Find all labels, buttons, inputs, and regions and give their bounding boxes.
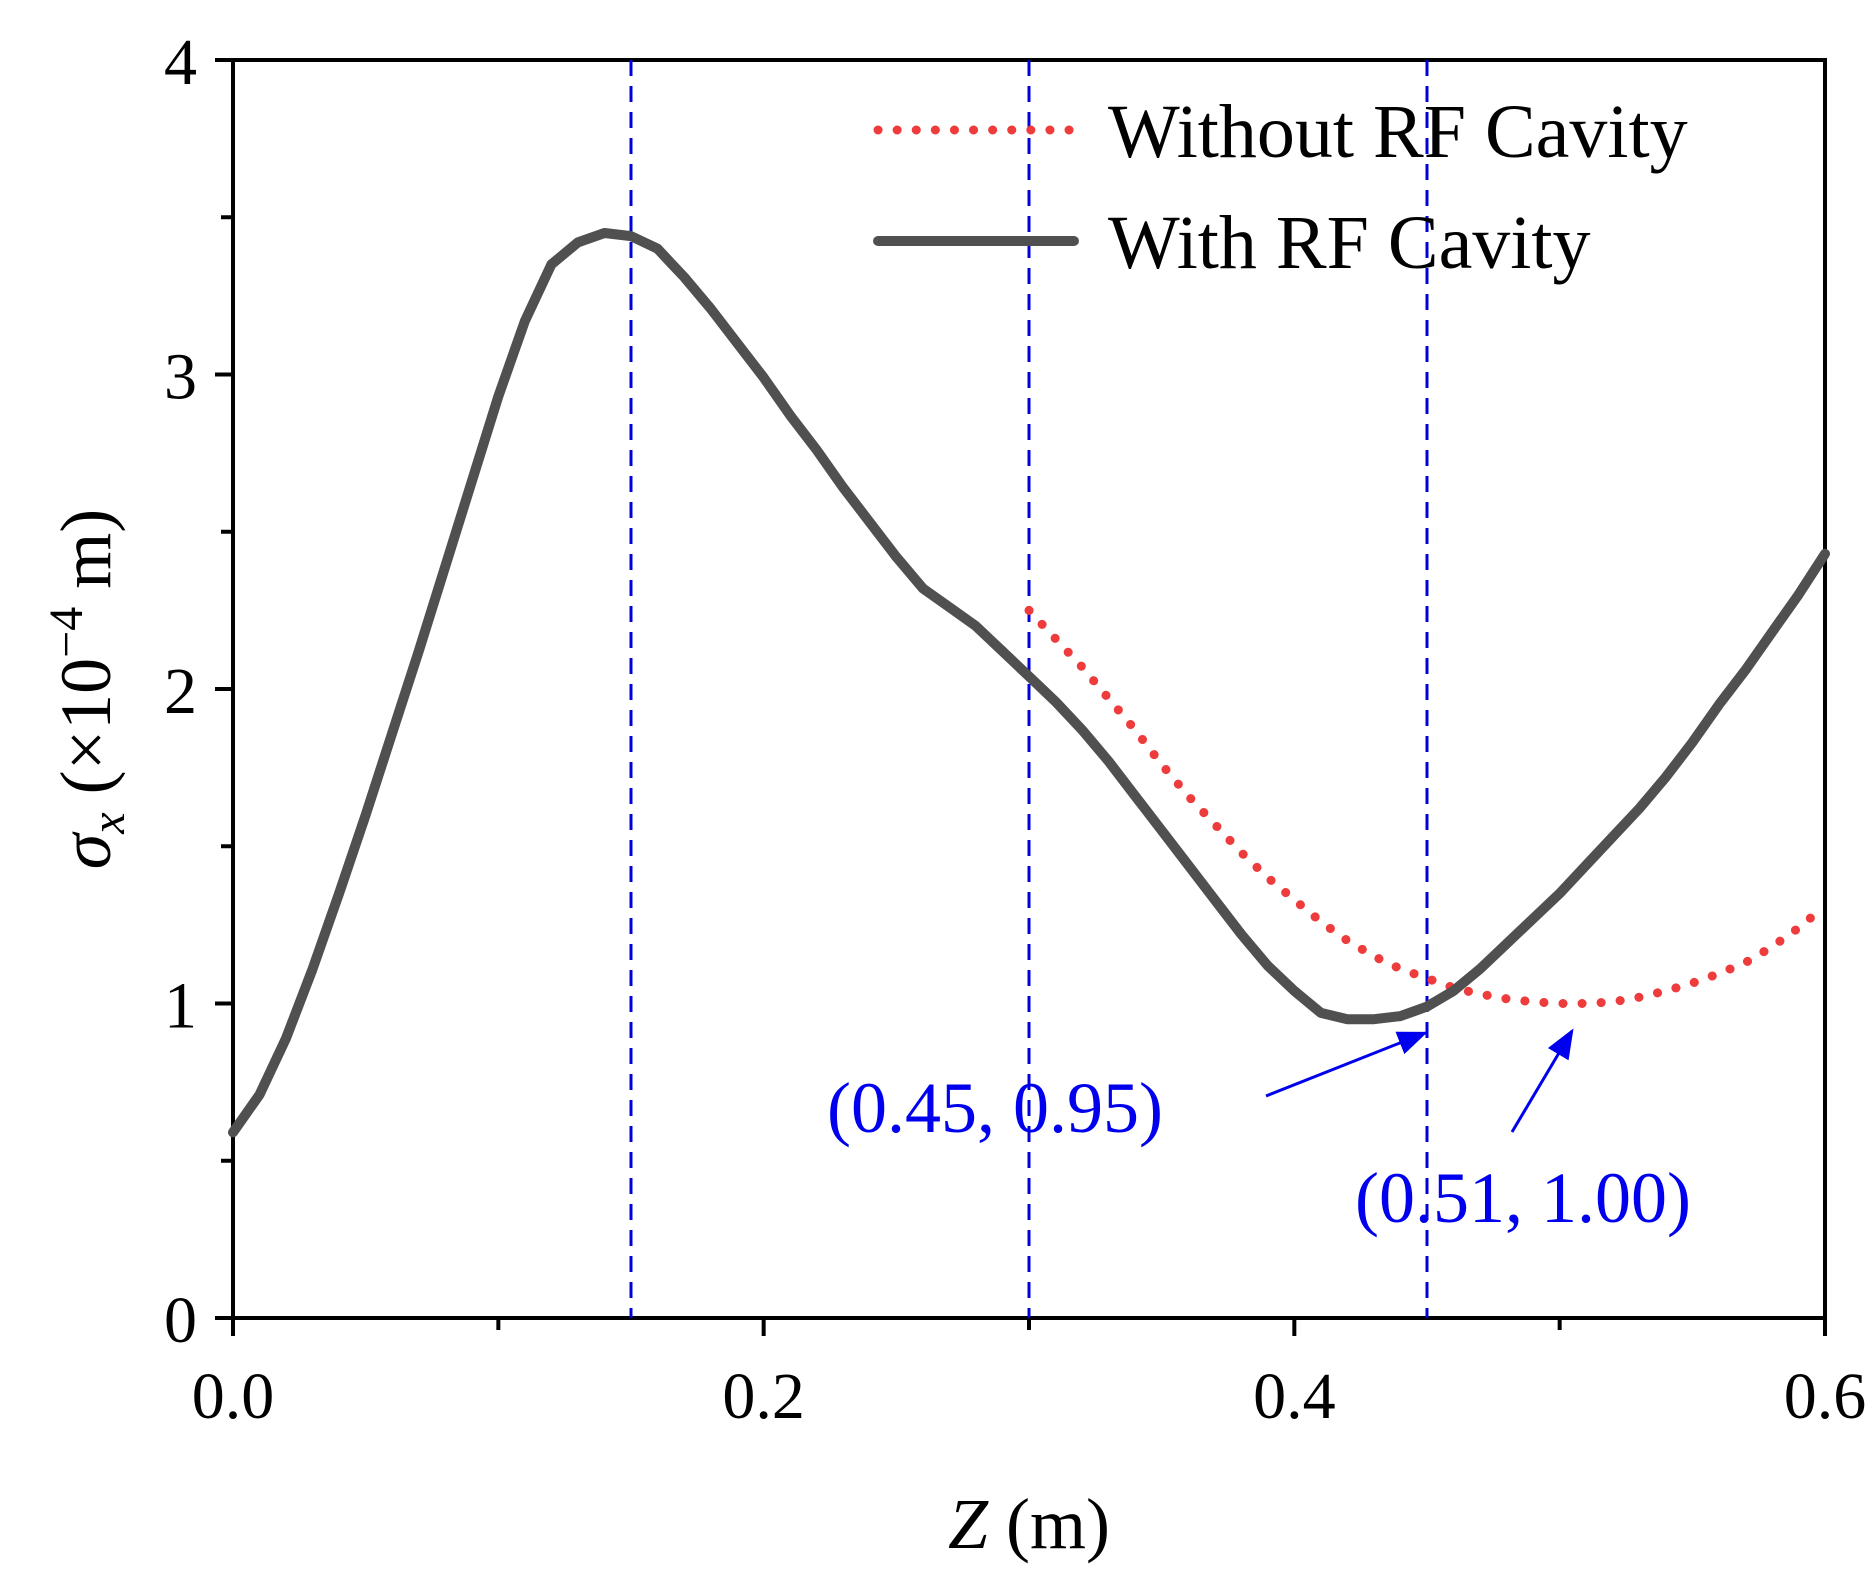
y-axis-ticks: 0 1 2 3 4 — [164, 26, 233, 1357]
x-axis-title: Z (m) — [948, 1484, 1110, 1564]
legend-label-with-rf-cavity: With RF Cavity — [1108, 201, 1591, 285]
x-tick-label: 0.2 — [722, 1360, 805, 1433]
series-line-with-rf-cavity — [228, 228, 1830, 1138]
legend-label-without-rf-cavity: Without RF Cavity — [1108, 90, 1688, 174]
reference-lines — [629, 60, 1429, 1318]
annotation-label-min-with-rf: (0.45, 0.95) — [827, 1068, 1163, 1148]
y-axis-symbol: σ — [46, 831, 126, 869]
y-axis-unit-close: m) — [46, 509, 126, 607]
y-axis-exponent: −4 — [40, 607, 93, 658]
y-axis-subscript: x — [82, 812, 135, 834]
y-axis-unit-open: (×10 — [46, 658, 126, 813]
x-axis-variable: Z — [948, 1484, 989, 1564]
y-tick-label: 0 — [164, 1284, 197, 1357]
y-tick-label: 2 — [164, 655, 197, 728]
annotation-label-min-without-rf: (0.51, 1.00) — [1355, 1158, 1691, 1238]
legend: Without RF Cavity With RF Cavity — [873, 90, 1688, 285]
x-axis-ticks: 0.0 0.2 0.4 0.6 — [192, 1318, 1867, 1433]
x-tick-label: 0.4 — [1253, 1360, 1336, 1433]
y-tick-label: 1 — [164, 970, 197, 1043]
y-tick-label: 4 — [164, 26, 197, 99]
x-tick-label: 0.6 — [1784, 1360, 1867, 1433]
annotation-arrow-min-without-rf — [1510, 1028, 1574, 1133]
y-axis-title: σx (×10−4 m) — [40, 509, 135, 869]
annotation-arrow-min-with-rf — [1265, 1031, 1428, 1098]
series-line-without-rf-cavity — [1024, 605, 1830, 1008]
x-tick-label: 0.0 — [192, 1360, 275, 1433]
y-tick-label: 3 — [164, 341, 197, 414]
x-axis-unit: (m) — [988, 1484, 1110, 1564]
